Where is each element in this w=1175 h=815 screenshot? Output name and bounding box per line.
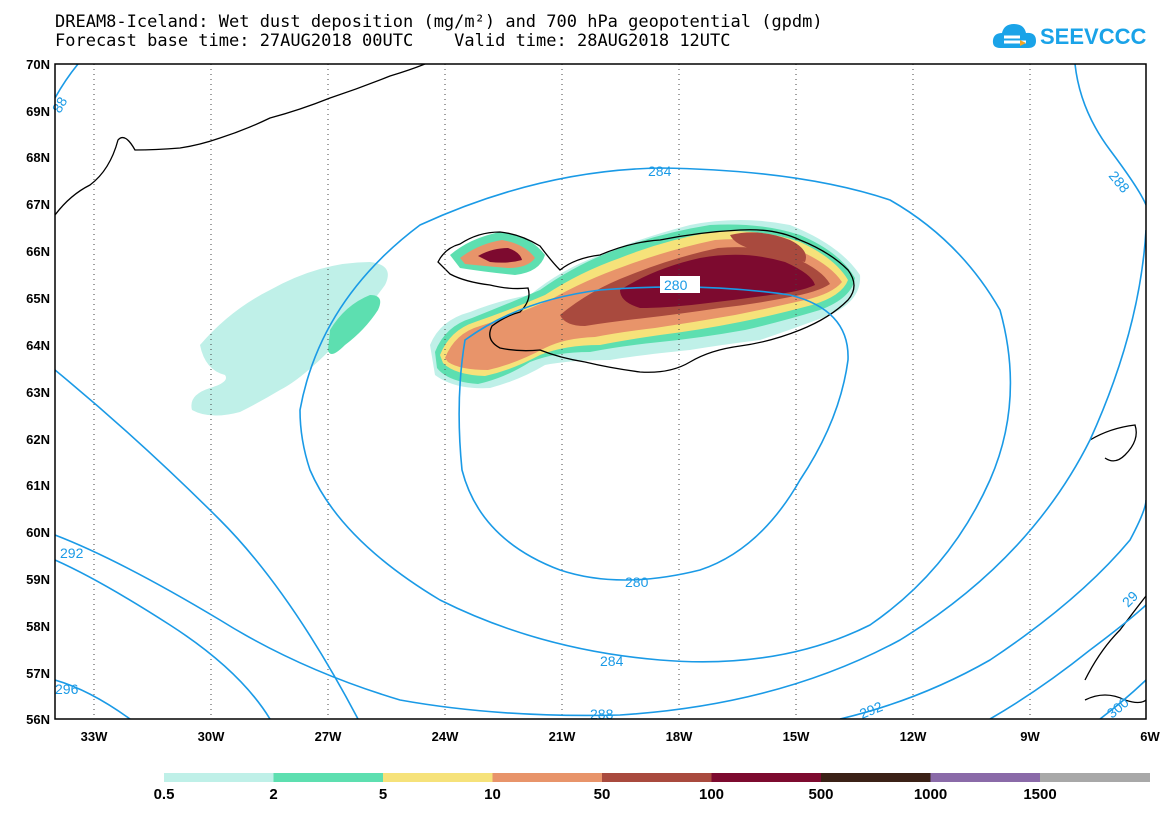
lat-label: 65N <box>26 291 50 306</box>
colorbar <box>164 773 1150 782</box>
colorbar-swatch <box>602 773 712 782</box>
map-title-line1: DREAM8-Iceland: Wet dust deposition (mg/… <box>55 12 823 32</box>
colorbar-swatch <box>383 773 493 782</box>
lon-label: 18W <box>666 729 693 744</box>
dust-deposition-layer <box>191 220 861 416</box>
lat-label: 59N <box>26 572 50 587</box>
contour-nw <box>55 64 79 99</box>
colorbar-swatch <box>492 773 603 782</box>
dust-area-100 <box>478 248 522 263</box>
colorbar-swatch <box>1040 773 1150 782</box>
contour-292 <box>55 499 1146 719</box>
lat-label: 63N <box>26 385 50 400</box>
contour-label: 284 <box>648 163 672 179</box>
dust-area-2 <box>328 295 381 354</box>
contour-288 <box>55 64 1146 717</box>
contour-label: 280 <box>625 574 649 590</box>
lat-label: 66N <box>26 244 50 259</box>
lat-label: 56N <box>26 712 50 727</box>
lon-label: 21W <box>549 729 576 744</box>
dust-area-100 <box>620 254 815 308</box>
graticule <box>93 64 1031 719</box>
colorbar-label: 0.5 <box>153 786 175 803</box>
lon-label: 33W <box>81 729 108 744</box>
dust-area-50 <box>730 232 806 262</box>
contour-label: 292 <box>60 545 84 561</box>
lat-label: 62N <box>26 432 50 447</box>
lat-label: 58N <box>26 619 50 634</box>
lon-label: 15W <box>783 729 810 744</box>
contour-label: 288 <box>1106 168 1133 196</box>
lat-label: 70N <box>26 57 50 72</box>
contour-label: 288 <box>590 706 614 722</box>
contour-284 <box>299 167 1012 663</box>
geopotential-contours <box>55 64 1146 719</box>
colorbar-swatch <box>164 773 274 782</box>
lon-label: 24W <box>432 729 459 744</box>
colorbar-label: 1500 <box>1023 786 1057 803</box>
logo-text: SEEVCCC <box>1040 24 1147 49</box>
coastline-layer <box>55 64 1146 704</box>
longitude-labels: 33W 30W 27W 24W 21W 18W 15W 12W 9W 6W <box>81 729 1161 744</box>
lon-label: 9W <box>1020 729 1040 744</box>
lat-label: 60N <box>26 525 50 540</box>
colorbar-swatch <box>273 773 384 782</box>
lon-label: 27W <box>315 729 342 744</box>
lat-label: 61N <box>26 478 50 493</box>
colorbar-swatch <box>930 773 1041 782</box>
contour-label: 292 <box>857 698 885 722</box>
scotland-coast <box>1089 424 1137 462</box>
lat-label: 64N <box>26 338 50 353</box>
map-title-line2: Forecast base time: 27AUG2018 00UTC Vali… <box>55 31 731 51</box>
lon-label: 6W <box>1140 729 1160 744</box>
dust-area-0.5 <box>191 262 388 416</box>
colorbar-swatch <box>711 773 822 782</box>
contour-296 <box>55 604 1146 719</box>
colorbar-label: 100 <box>698 786 725 803</box>
contour-label: 88 <box>49 94 71 116</box>
colorbar-label: 500 <box>808 786 834 803</box>
colorbar-label: 2 <box>269 786 278 803</box>
lat-label: 67N <box>26 197 50 212</box>
latitude-labels: 70N 69N 68N 67N 66N 65N 64N 63N 62N 61N … <box>26 57 50 727</box>
contour-label: 284 <box>600 653 624 669</box>
seevccc-logo: SEEVCCC <box>990 16 1155 56</box>
colorbar-swatch <box>821 773 931 782</box>
lat-label: 69N <box>26 104 50 119</box>
norway-coast <box>1084 595 1146 704</box>
iceland-coast <box>437 229 855 373</box>
cloud-icon <box>992 24 1036 48</box>
map-frame <box>54 63 1147 720</box>
lon-label: 30W <box>198 729 225 744</box>
contour-label: 280 <box>664 277 688 293</box>
colorbar-label: 1000 <box>913 786 948 803</box>
contour-west <box>55 369 359 719</box>
colorbar-label: 10 <box>484 786 501 803</box>
contour-label: 296 <box>55 681 79 697</box>
contour-280-inner <box>458 286 849 581</box>
contour-300 <box>1099 679 1146 719</box>
greenland-coast <box>55 64 426 216</box>
colorbar-label: 5 <box>378 786 388 803</box>
contour-label: 300 <box>1104 694 1132 721</box>
lon-label: 12W <box>900 729 927 744</box>
colorbar-label: 50 <box>593 786 611 803</box>
lat-label: 68N <box>26 150 50 165</box>
lat-label: 57N <box>26 666 50 681</box>
